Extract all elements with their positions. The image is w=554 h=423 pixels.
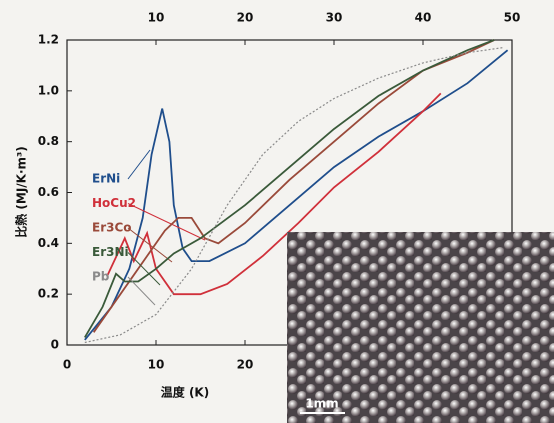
y-tick-label: 1.2 (38, 33, 59, 47)
legend-leader (127, 149, 151, 180)
legend-label: ErNi (92, 172, 120, 186)
legend-leader (127, 276, 156, 306)
y-tick-label: 1.0 (38, 83, 59, 97)
x2-tick-label: 40 (415, 11, 432, 25)
y-tick-label: 0.2 (38, 287, 59, 301)
y-tick-label: 0.6 (38, 185, 59, 199)
series-line (106, 92, 442, 296)
legend-label: Er3Co (92, 221, 132, 235)
series-line (84, 39, 495, 338)
legend-label: Pb (92, 270, 110, 284)
series-line (84, 47, 504, 344)
legend-label: HoCu2 (92, 196, 136, 210)
x2-tick-label: 50 (504, 11, 521, 25)
plot-area: 0 0.2 0.4 0.6 0.8 1.0 1.2 0 10 20 10 20 30 40 50 ErNi Ho… (38, 11, 521, 372)
legend-leader (127, 227, 173, 263)
x-tick-label: 20 (237, 358, 254, 372)
x2-tick-label: 10 (148, 11, 165, 25)
inset-photo (287, 232, 554, 423)
scale-bar-label: 1mm (305, 397, 338, 411)
x-tick-label: 10 (148, 358, 165, 372)
y-axis-label: 比熱 (MJ/K·m³) (14, 146, 29, 238)
x-tick-label: 0 (63, 358, 71, 372)
series-line (84, 49, 509, 341)
x2-tick-label: 30 (326, 11, 343, 25)
y-tick-label: 0.4 (38, 236, 59, 250)
x2-tick-label: 20 (237, 11, 254, 25)
legend-leader (127, 203, 206, 241)
legend-label: Er3Ni (92, 245, 129, 259)
legend-leader (127, 252, 161, 286)
y-tick-label: 0.8 (38, 134, 59, 148)
y-tick-label: 0 (51, 338, 59, 352)
x-axis-label: 温度 (K) (161, 385, 209, 400)
